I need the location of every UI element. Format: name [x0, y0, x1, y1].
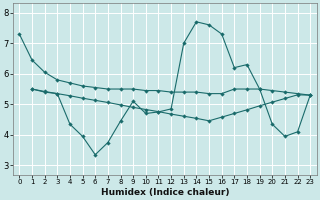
X-axis label: Humidex (Indice chaleur): Humidex (Indice chaleur)	[100, 188, 229, 197]
